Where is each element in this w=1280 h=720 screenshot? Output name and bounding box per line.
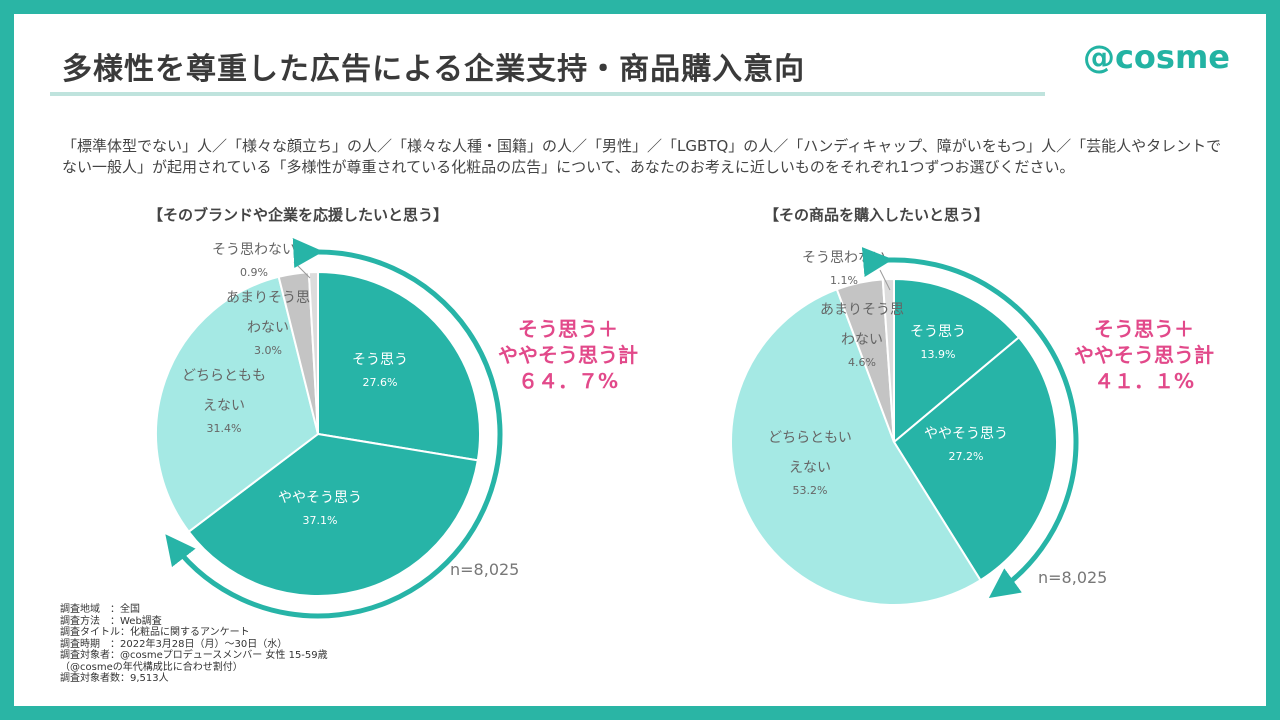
note-line: 調査タイトル：化粧品に関するアンケート bbox=[60, 627, 250, 638]
agree-total-arrow bbox=[165, 238, 503, 619]
slice-label: ややそう思う bbox=[278, 490, 362, 506]
callout-line: そう思う＋ bbox=[518, 317, 618, 341]
slice-value-label: 0.9% bbox=[240, 266, 268, 279]
callout-purchase: そう思う＋ ややそう思う計 ４１．１% bbox=[1034, 316, 1254, 394]
slice-value-label: 3.0% bbox=[254, 344, 282, 357]
cosme-logo[interactable]: @cosme bbox=[1082, 38, 1230, 76]
pie-charts: そう思う27.6%ややそう思う37.1%どちらとももえない31.4%あまりそう思… bbox=[155, 238, 1079, 619]
slice-label: あまりそう思 bbox=[226, 290, 310, 306]
slice-label: どちらともい bbox=[768, 430, 852, 446]
slice-label: ややそう思う bbox=[924, 426, 1008, 442]
pie-slice-support-0 bbox=[317, 270, 481, 462]
slice-label: そう思う bbox=[352, 352, 408, 368]
slice-value-label: 53.2% bbox=[793, 484, 828, 497]
callout-support: そう思う＋ ややそう思う計 ６４．７% bbox=[458, 316, 678, 394]
slice-label: あまりそう思 bbox=[820, 302, 904, 318]
callout-line: そう思う＋ bbox=[1094, 317, 1194, 341]
page-title: 多様性を尊重した広告による企業支持・商品購入意向 bbox=[62, 52, 806, 87]
slice-value-label: 27.6% bbox=[363, 376, 398, 389]
survey-notes: 調査地域 ：全国 調査方法 ：Web調査 調査タイトル：化粧品に関するアンケート… bbox=[60, 604, 328, 685]
note-line: 調査対象者数：9,513人 bbox=[60, 673, 169, 684]
slice-label: えない bbox=[203, 398, 245, 414]
callout-line: ややそう思う計 bbox=[1074, 343, 1214, 367]
slice-label: どちらともも bbox=[182, 368, 266, 384]
note-line: 調査時期 ：2022年3月28日（月）～30日（水） bbox=[60, 638, 288, 650]
note-line: 調査地域 ：全国 bbox=[60, 604, 140, 615]
callout-total: ６４．７% bbox=[517, 369, 619, 393]
sample-size-purchase: n=8,025 bbox=[1038, 568, 1108, 587]
slice-label: そう思う bbox=[910, 324, 966, 340]
slice-label: そう思わない bbox=[802, 250, 886, 266]
slice-value-label: 4.6% bbox=[848, 356, 876, 369]
note-line: 調査方法 ：Web調査 bbox=[60, 615, 162, 627]
slice-label: えない bbox=[789, 460, 831, 476]
slice-label: わない bbox=[841, 332, 883, 348]
agree-total-arrow bbox=[861, 247, 1079, 599]
content-card: 多様性を尊重した広告による企業支持・商品購入意向 @cosme 「標準体型でない… bbox=[14, 14, 1266, 706]
note-line: 調査対象者：@cosmeプロデュースメンバー 女性 15-59歳 bbox=[60, 650, 328, 661]
slice-value-label: 13.9% bbox=[921, 348, 956, 361]
callout-total: ４１．１% bbox=[1093, 369, 1195, 393]
note-line: （@cosmeの年代構成比に合わせ割付） bbox=[60, 661, 243, 673]
slice-value-label: 1.1% bbox=[830, 274, 858, 287]
sample-size-support: n=8,025 bbox=[450, 560, 520, 579]
slice-value-label: 27.2% bbox=[949, 450, 984, 463]
title-underline bbox=[50, 92, 1045, 96]
survey-question: 「標準体型でない」人／「様々な顔立ち」の人／「様々な人種・国籍」の人／「男性」／… bbox=[62, 137, 1222, 176]
chart-title-support: 【そのブランドや企業を応援したいと思う】 bbox=[148, 206, 449, 224]
chart-title-purchase: 【その商品を購入したいと思う】 bbox=[764, 206, 990, 224]
slice-value-label: 37.1% bbox=[303, 514, 338, 527]
slice-label: わない bbox=[247, 320, 289, 336]
slice-value-label: 31.4% bbox=[207, 422, 242, 435]
slice-label: そう思わない bbox=[212, 242, 296, 258]
callout-line: ややそう思う計 bbox=[498, 343, 638, 367]
